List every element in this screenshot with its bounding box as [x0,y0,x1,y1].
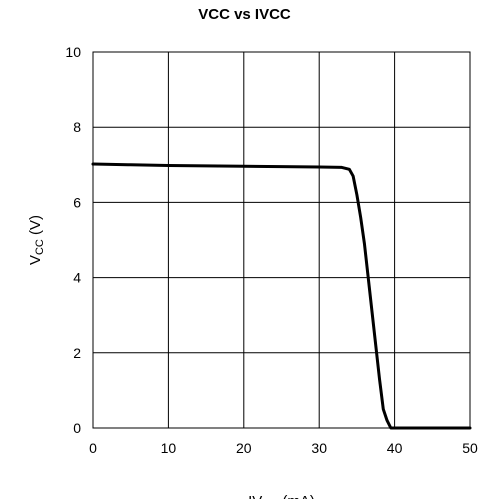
y-tick-label: 0 [73,420,81,436]
chart-title: VCC vs IVCC [198,6,291,23]
x-tick-labels: 0 10 20 30 40 50 [89,440,478,456]
x-tick-label: 20 [236,440,252,456]
series-line [91,162,472,430]
y-tick-label: 4 [73,270,81,286]
y-axis-label: VCC (V) [27,215,46,265]
plot-frame [92,51,471,429]
grid [92,51,471,429]
y-tick-label: 10 [65,44,81,60]
x-tick-label: 10 [161,440,177,456]
x-tick-label: 40 [387,440,403,456]
y-tick-label: 6 [73,194,81,210]
y-tick-labels: 0 2 4 6 8 10 [65,44,81,436]
x-tick-label: 0 [89,440,97,456]
y-tick-label: 2 [73,345,81,361]
x-tick-label: 50 [462,440,478,456]
x-tick-label: 30 [311,440,327,456]
x-axis-label: IVCC (mA) [248,493,315,499]
y-tick-label: 8 [73,119,81,135]
